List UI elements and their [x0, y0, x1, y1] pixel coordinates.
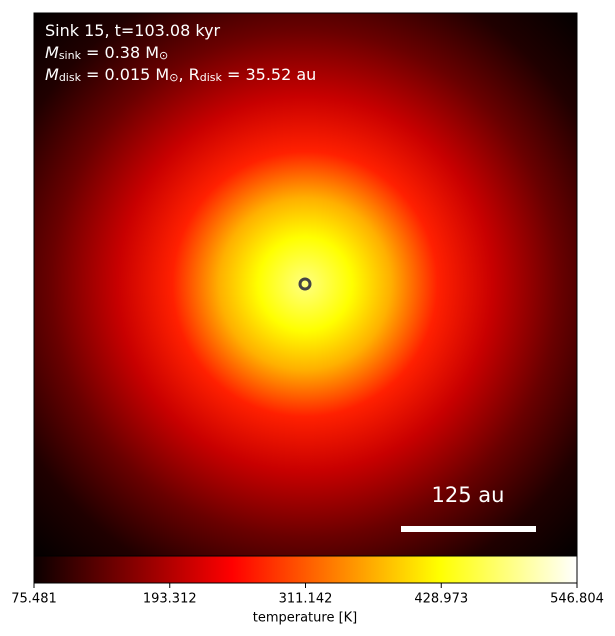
info-subscript: disk [59, 71, 82, 84]
info-subscript: sink [59, 49, 82, 62]
colorbar-tick-label: 546.804 [550, 592, 604, 607]
info-line: Msink = 0.38 M⊙ [45, 43, 168, 62]
colorbar [33, 555, 578, 584]
info-text: = 35.52 au [222, 65, 316, 84]
colorbar-tick-label: 75.481 [11, 592, 57, 607]
colorbar-tick-label: 193.312 [143, 592, 197, 607]
sink-marker [298, 277, 312, 291]
temperature-map [34, 13, 577, 556]
info-text: = 0.015 M [81, 65, 169, 84]
info-subscript: ⊙ [169, 71, 178, 84]
info-subscript: disk [200, 71, 223, 84]
colorbar-tick-label: 428.973 [414, 592, 468, 607]
scale-bar-label: 125 au [432, 483, 505, 507]
info-line: Mdisk = 0.015 M⊙, Rdisk = 35.52 au [45, 65, 316, 84]
colorbar-tick-label: 311.142 [279, 592, 333, 607]
info-text: , R [178, 65, 199, 84]
colorbar-axis: 75.481 193.312 311.142 428.973 546.804 [11, 583, 604, 607]
info-text: Sink 15, t=103.08 kyr [45, 21, 221, 40]
info-subscript: ⊙ [159, 49, 168, 62]
info-line: Sink 15, t=103.08 kyr [45, 21, 221, 40]
info-text: M [45, 43, 59, 62]
colorbar-label: temperature [K] [253, 611, 358, 626]
info-text: M [45, 65, 59, 84]
info-text: = 0.38 M [81, 43, 159, 62]
